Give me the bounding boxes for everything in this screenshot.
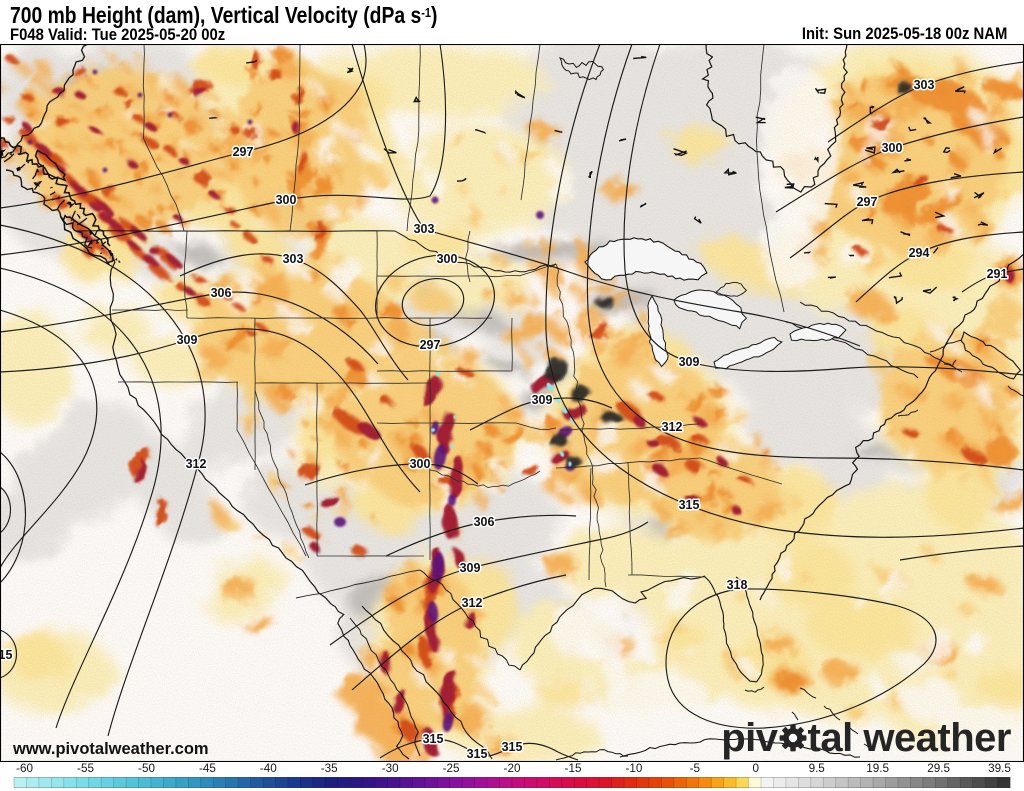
svg-text:306: 306 <box>211 286 232 300</box>
svg-text:312: 312 <box>662 420 683 434</box>
svg-text:309: 309 <box>460 561 481 575</box>
svg-text:315: 315 <box>423 732 444 746</box>
svg-text:297: 297 <box>857 195 878 209</box>
svg-text:309: 309 <box>679 355 700 369</box>
svg-text:315: 315 <box>0 648 12 662</box>
svg-text:318: 318 <box>727 578 748 592</box>
svg-text:291: 291 <box>987 267 1008 281</box>
svg-text:300: 300 <box>882 141 903 155</box>
svg-text:312: 312 <box>462 596 483 610</box>
svg-text:309: 309 <box>177 333 198 347</box>
svg-text:312: 312 <box>186 457 207 471</box>
svg-text:294: 294 <box>909 246 930 260</box>
svg-text:300: 300 <box>276 193 297 207</box>
svg-text:297: 297 <box>233 145 254 159</box>
svg-text:300: 300 <box>437 252 458 266</box>
svg-text:315: 315 <box>679 498 700 512</box>
svg-text:309: 309 <box>532 393 553 407</box>
svg-text:315: 315 <box>502 740 523 754</box>
svg-text:297: 297 <box>420 338 441 352</box>
svg-text:315: 315 <box>467 747 488 761</box>
svg-text:303: 303 <box>283 252 304 266</box>
svg-text:303: 303 <box>914 78 935 92</box>
svg-text:300: 300 <box>410 457 431 471</box>
svg-text:306: 306 <box>474 515 495 529</box>
svg-text:303: 303 <box>414 222 435 236</box>
